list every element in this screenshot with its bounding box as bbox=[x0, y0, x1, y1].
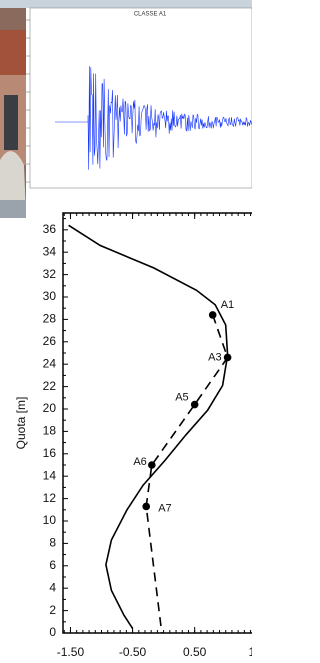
y-tick-label: 6 bbox=[49, 558, 56, 572]
y-tick-label: 10 bbox=[43, 513, 57, 527]
y-tick-label: 26 bbox=[43, 334, 57, 348]
waveform-frame bbox=[30, 8, 252, 188]
header-band bbox=[0, 0, 252, 8]
page: {"panel": {"title": "CLASSE A1"}, "chart… bbox=[0, 0, 252, 663]
x-tick-label: 0.50 bbox=[183, 645, 207, 659]
y-tick-label: 20 bbox=[43, 401, 57, 415]
y-tick-label: 16 bbox=[43, 446, 57, 460]
y-tick-label: 32 bbox=[43, 267, 57, 281]
point-label: A5 bbox=[175, 391, 188, 403]
y-tick-label: 2 bbox=[49, 603, 56, 617]
y-tick-label: 12 bbox=[43, 491, 57, 505]
y-tick-label: 30 bbox=[43, 289, 57, 303]
point bbox=[209, 311, 217, 319]
y-tick-label: 8 bbox=[49, 536, 56, 550]
y-tick-label: 22 bbox=[43, 379, 57, 393]
y-tick-label: 0 bbox=[49, 625, 56, 639]
point bbox=[148, 461, 156, 469]
panel-title: CLASSE A1 bbox=[134, 12, 167, 18]
point-label: A6 bbox=[133, 456, 146, 468]
point bbox=[191, 401, 199, 409]
y-tick-label: 4 bbox=[49, 580, 56, 594]
point-label: A7 bbox=[158, 502, 171, 514]
point-label: A3 bbox=[208, 351, 221, 363]
plot-frame bbox=[63, 213, 252, 633]
x-tick-label: -1.50 bbox=[57, 645, 85, 659]
y-tick-label: 14 bbox=[43, 468, 57, 482]
point-label: A1 bbox=[221, 299, 234, 311]
y-tick-label: 36 bbox=[43, 222, 57, 236]
y-tick-label: 28 bbox=[43, 312, 57, 326]
point bbox=[142, 503, 150, 511]
y-tick-label: 34 bbox=[43, 244, 57, 258]
x-tick-label: -0.50 bbox=[119, 645, 147, 659]
point bbox=[224, 354, 232, 362]
y-tick-label: 24 bbox=[43, 356, 57, 370]
figure: CLASSE A1 Quota [m] 02468101214161820222… bbox=[0, 0, 252, 663]
y-tick-label: 18 bbox=[43, 424, 57, 438]
y-axis-label: Quota [m] bbox=[14, 397, 28, 450]
x-tick-label: 1.5 bbox=[248, 645, 252, 659]
photo bbox=[0, 8, 26, 218]
